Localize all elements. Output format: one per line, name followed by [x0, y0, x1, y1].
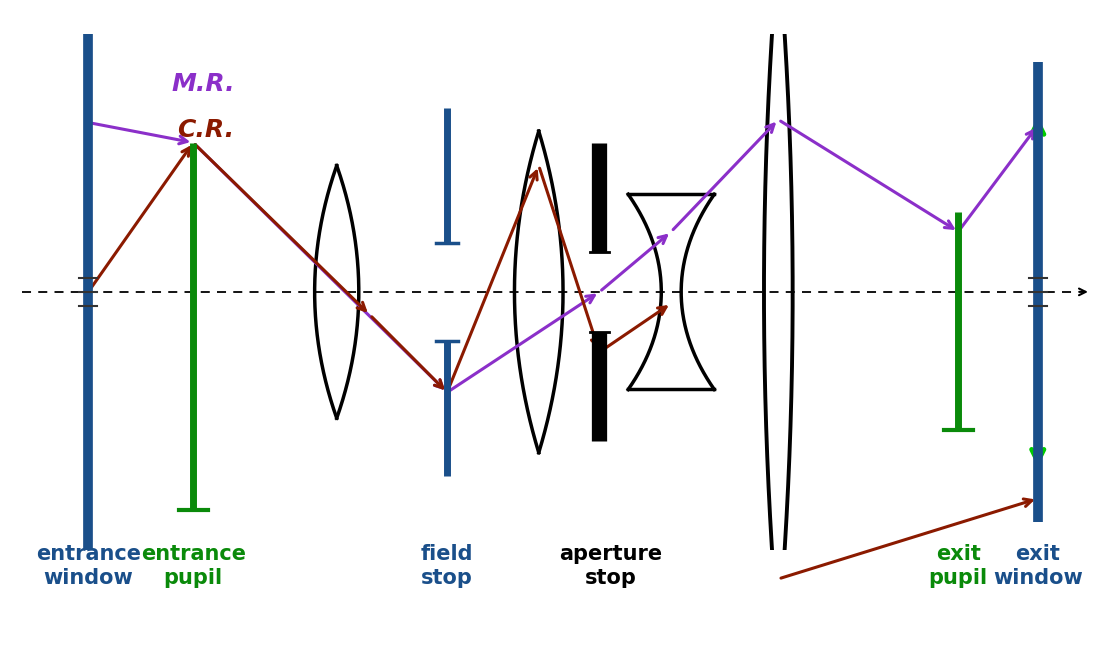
Text: C.R.: C.R. [177, 118, 234, 142]
Text: entrance
pupil: entrance pupil [140, 544, 246, 588]
Text: M.R.: M.R. [171, 72, 235, 96]
Text: exit
window: exit window [992, 544, 1083, 588]
Text: entrance
window: entrance window [35, 544, 141, 588]
Text: aperture
stop: aperture stop [559, 544, 662, 588]
Text: exit
pupil: exit pupil [928, 544, 988, 588]
Text: field
stop: field stop [421, 544, 474, 588]
